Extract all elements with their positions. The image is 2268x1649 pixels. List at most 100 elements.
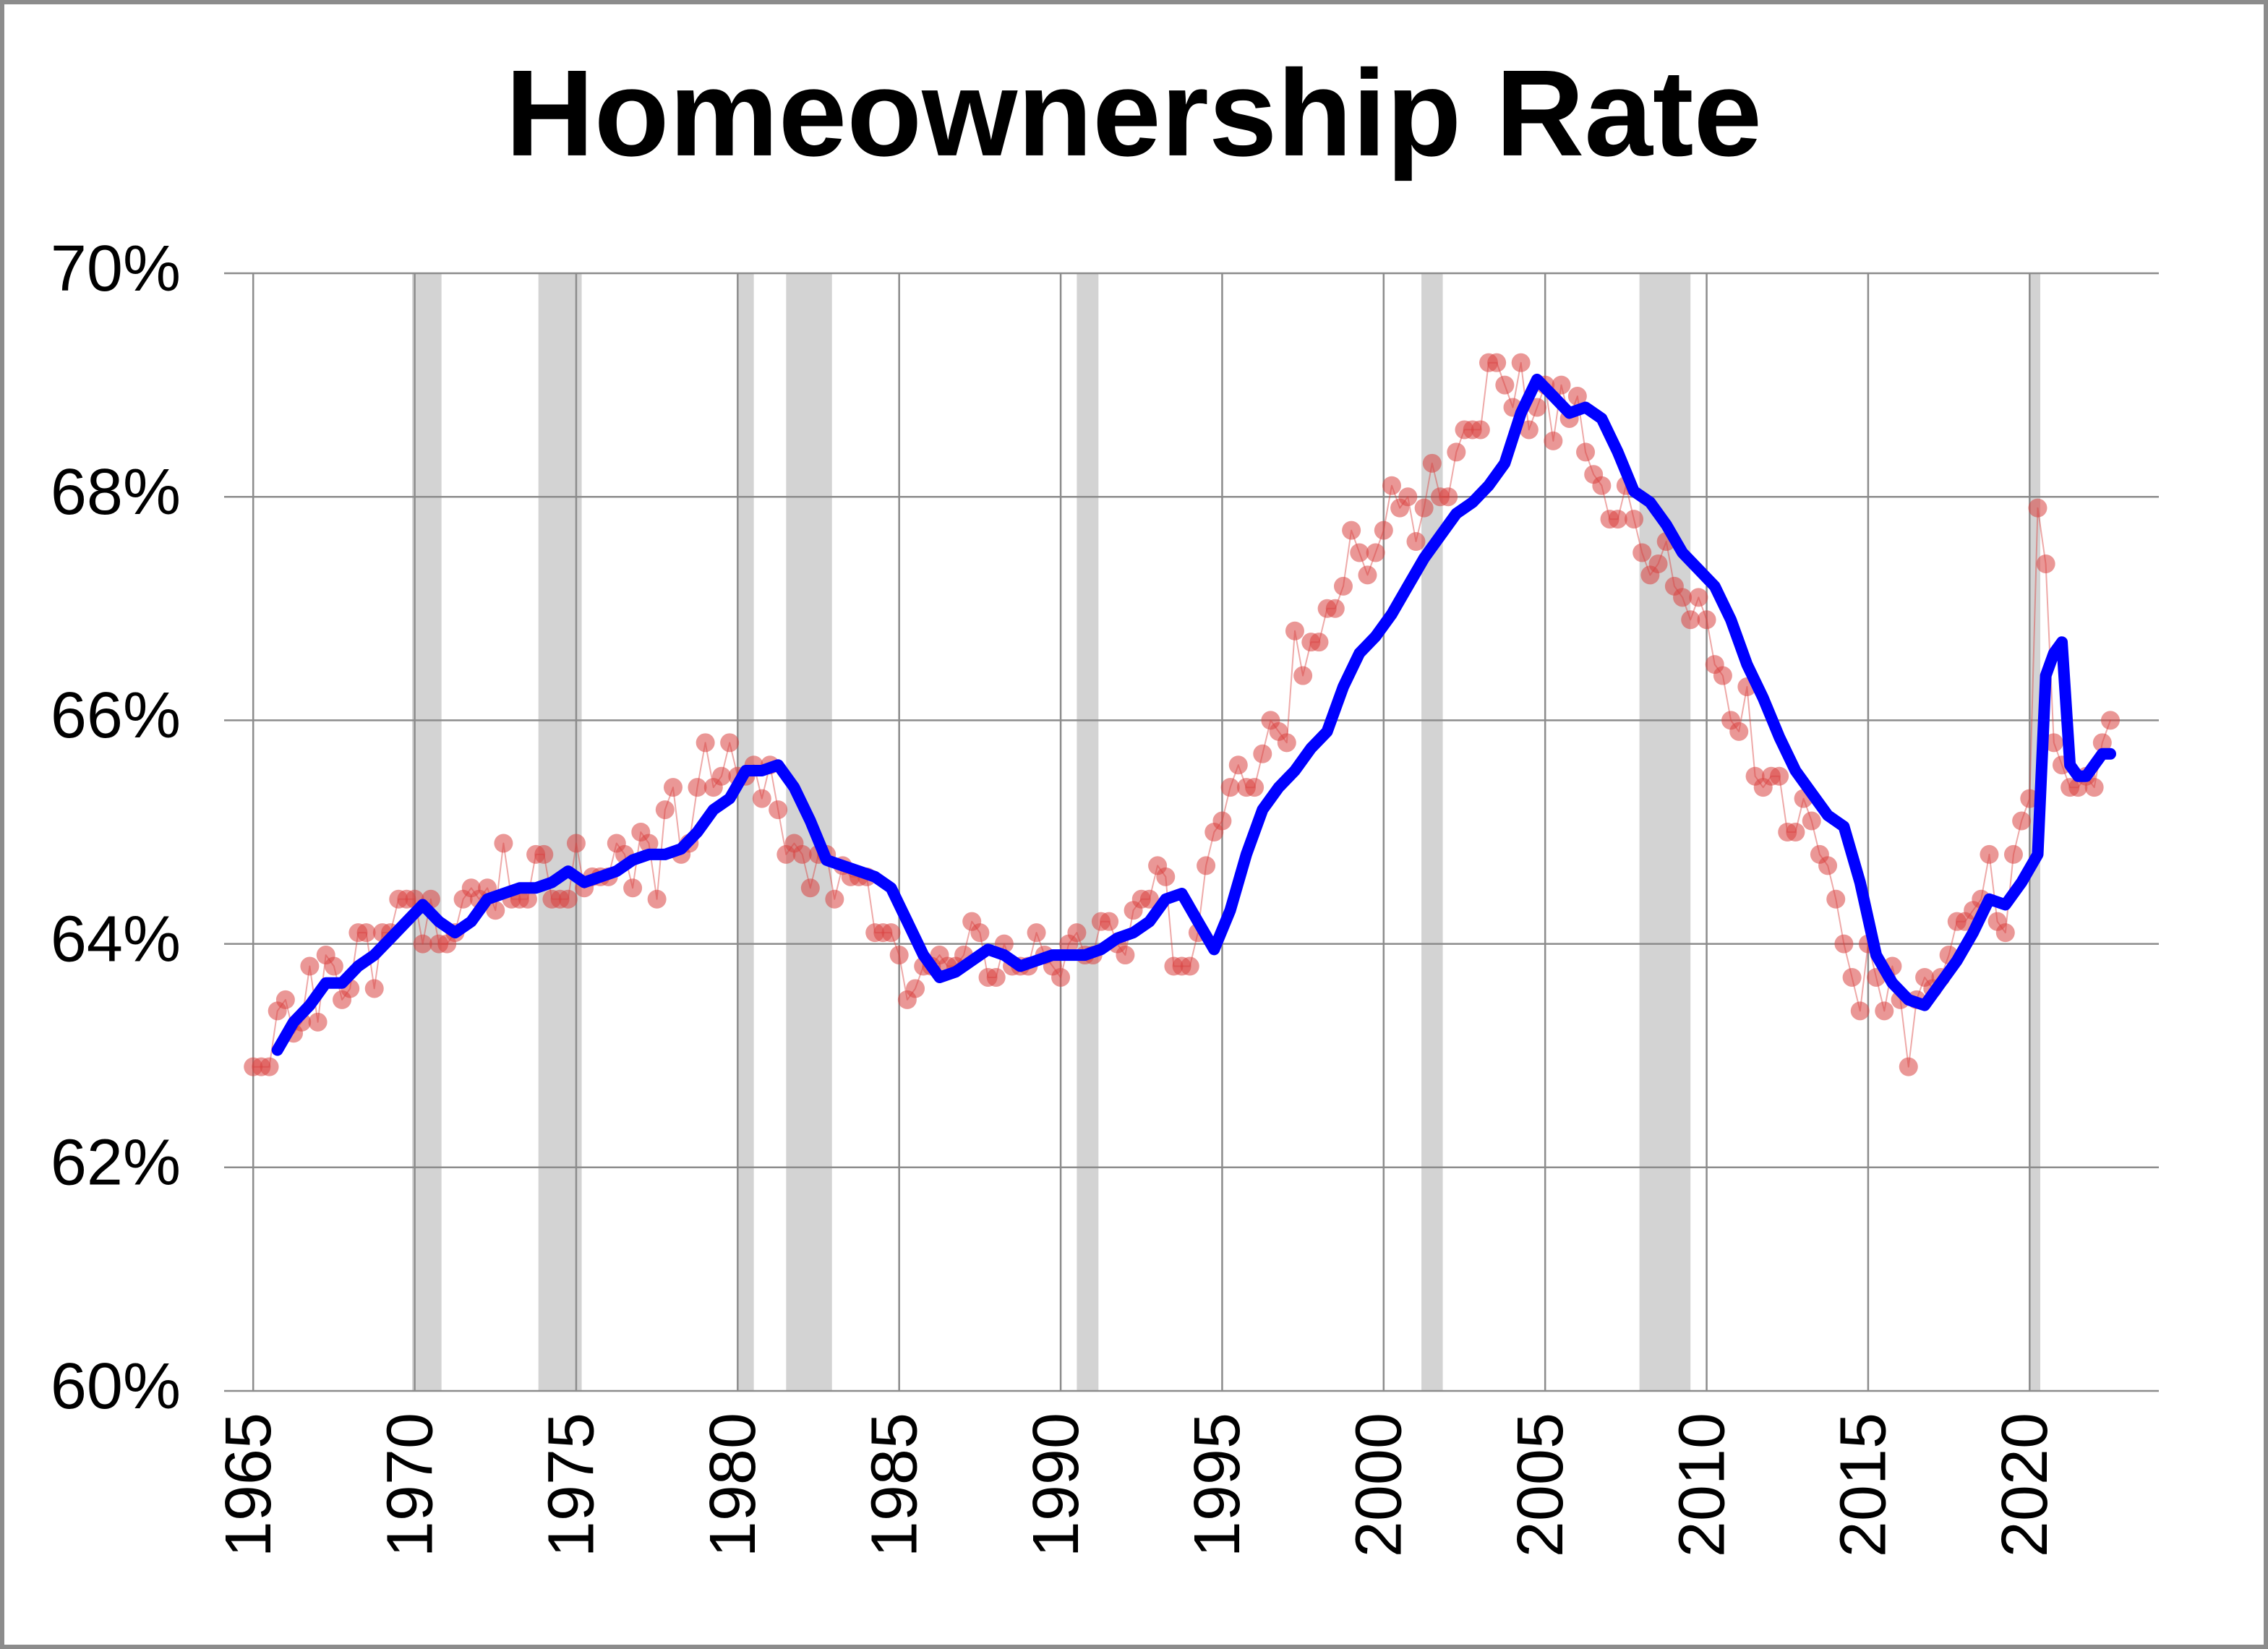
data-point	[1528, 398, 1547, 417]
data-point	[696, 733, 715, 753]
data-point	[1511, 353, 1531, 372]
grid-layer	[224, 272, 2159, 1392]
data-point	[1980, 844, 1999, 864]
x-tick-label: 1990	[1020, 1413, 1092, 1557]
data-point	[1398, 487, 1418, 507]
data-point	[1180, 956, 1199, 976]
data-point	[2012, 811, 2032, 831]
data-point	[494, 834, 513, 853]
data-point	[1632, 543, 1652, 562]
y-tick-label: 60%	[51, 1350, 181, 1423]
data-point	[1567, 387, 1587, 406]
data-point	[1713, 666, 1732, 685]
data-point	[1770, 766, 1789, 786]
data-point	[1729, 721, 1749, 741]
data-point	[2100, 711, 2120, 730]
data-point	[647, 889, 667, 909]
x-tick-label: 1965	[213, 1413, 285, 1557]
data-point	[2036, 554, 2055, 573]
x-tick-label: 1995	[1181, 1413, 1254, 1557]
data-point	[986, 967, 1006, 987]
y-tick-label: 64%	[51, 903, 181, 975]
data-point	[1576, 442, 1596, 462]
data-point	[769, 800, 788, 820]
data-point	[1342, 521, 1361, 540]
data-point	[711, 766, 731, 786]
chart-title: Homeownership Rate	[505, 45, 1762, 182]
data-point	[970, 923, 990, 943]
data-point	[2003, 844, 2023, 864]
data-point	[1245, 778, 1264, 797]
data-point	[1414, 498, 1434, 518]
y-tick-label: 68%	[51, 456, 181, 528]
data-point	[1673, 588, 1693, 607]
x-tick-label: 2000	[1343, 1413, 1416, 1557]
data-point	[1253, 744, 1272, 763]
data-point	[1220, 778, 1240, 797]
data-point	[1495, 375, 1515, 395]
data-point	[1309, 633, 1329, 652]
data-point	[1439, 487, 1458, 507]
recession-band	[412, 273, 442, 1391]
data-point	[1681, 610, 1700, 630]
data-point	[1116, 946, 1135, 965]
data-point	[663, 778, 682, 797]
data-point	[1592, 476, 1612, 495]
x-tick-label: 2005	[1505, 1413, 1577, 1557]
y-tick-label: 62%	[51, 1127, 181, 1199]
trend-line	[271, 373, 2116, 1056]
data-point	[1899, 1057, 1918, 1076]
data-point	[1358, 565, 1377, 585]
recession-band	[538, 273, 582, 1391]
recession-band	[737, 273, 754, 1391]
data-point	[1471, 420, 1490, 440]
data-point	[1277, 733, 1296, 753]
data-point	[1689, 588, 1708, 607]
data-point	[1625, 510, 1644, 529]
data-point	[1212, 811, 1232, 831]
data-point	[1875, 1001, 1894, 1021]
data-point	[1648, 554, 1668, 573]
data-point	[308, 1012, 328, 1032]
x-tick-label: 2015	[1828, 1413, 1900, 1557]
data-point	[1374, 521, 1393, 540]
data-point	[1293, 666, 1313, 685]
data-point	[356, 923, 376, 943]
data-point	[1333, 576, 1353, 596]
recession-band	[1077, 273, 1099, 1391]
data-point	[1842, 967, 1862, 987]
data-point	[1818, 856, 1838, 875]
data-point	[1350, 543, 1369, 562]
data-point	[1197, 856, 1216, 875]
data-point	[1552, 375, 1571, 395]
x-tick-label: 1975	[536, 1413, 608, 1557]
data-point	[655, 800, 675, 820]
data-point	[518, 889, 537, 909]
label-layer: 60% 62% 64% 66% 68% 70% 1965 1970 1975 1980 1985 19…	[51, 233, 2061, 1557]
data-point	[1487, 353, 1507, 372]
data-point	[800, 878, 820, 898]
data-point	[906, 979, 925, 998]
data-point	[1519, 420, 1539, 440]
data-point	[1051, 967, 1071, 987]
data-point	[1100, 912, 1119, 931]
data-point	[1156, 867, 1176, 886]
data-point	[688, 778, 707, 797]
data-point	[2092, 733, 2112, 753]
data-point	[1325, 599, 1345, 618]
data-point	[486, 901, 505, 920]
x-tick-label: 1985	[858, 1413, 930, 1557]
x-tick-label: 2020	[1989, 1413, 2061, 1557]
data-point	[752, 789, 771, 808]
data-point	[1406, 532, 1426, 552]
data-point	[324, 956, 343, 976]
data-point	[413, 934, 432, 954]
data-point	[364, 979, 384, 998]
data-point	[720, 733, 740, 753]
data-point	[1786, 823, 1805, 841]
data-point	[623, 878, 643, 898]
data-point	[1544, 431, 1563, 450]
y-tick-label: 70%	[51, 233, 181, 305]
data-point	[1382, 476, 1401, 495]
